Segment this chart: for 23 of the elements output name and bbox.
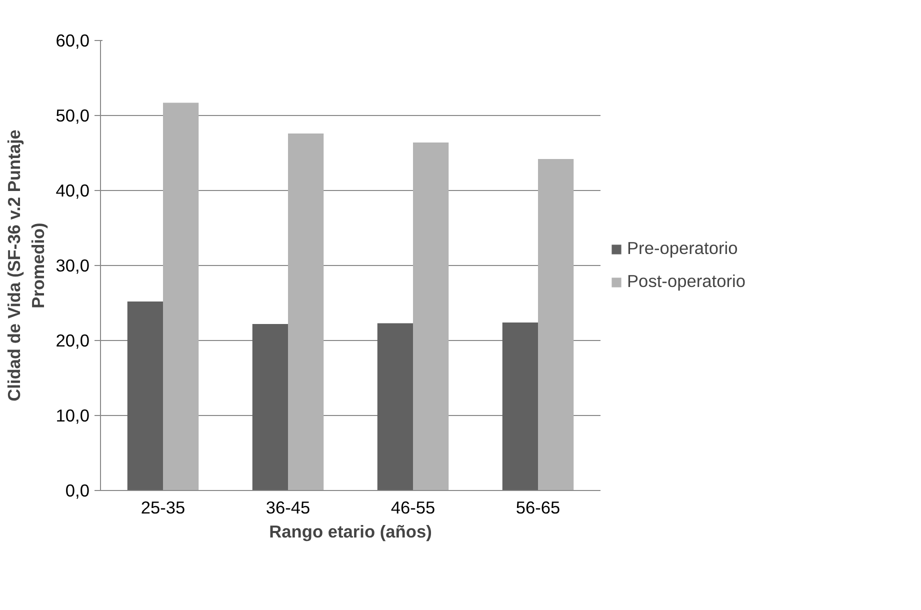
bar xyxy=(252,324,288,490)
bar xyxy=(127,302,163,490)
legend-label: Pre-operatorio xyxy=(627,238,738,259)
y-tick-label: 10,0 xyxy=(56,406,90,426)
y-tick-label: 0,0 xyxy=(65,480,90,500)
bar xyxy=(502,322,538,490)
bar xyxy=(377,323,413,490)
bar xyxy=(413,142,449,490)
bar xyxy=(538,159,574,490)
x-tick-label: 46-55 xyxy=(390,498,436,518)
x-tick-label: 56-65 xyxy=(516,498,560,518)
y-tick-label: 30,0 xyxy=(56,256,90,276)
y-tick-label: 50,0 xyxy=(56,106,90,126)
y-axis-title: Clidad de Vida (SF-36 v.2 Puntaje Promedio) xyxy=(4,129,48,402)
legend-label: Post-operatorio xyxy=(627,271,746,292)
x-axis-title: Rango etario (años) xyxy=(269,522,432,542)
y-tick-label: 60,0 xyxy=(56,30,90,50)
y-tick-label: 40,0 xyxy=(56,180,90,200)
y-tick-label: 20,0 xyxy=(56,330,90,350)
x-tick-label: 25-35 xyxy=(140,498,186,518)
bar xyxy=(288,134,324,490)
bar xyxy=(163,102,199,490)
x-tick-label: 36-45 xyxy=(266,498,310,518)
